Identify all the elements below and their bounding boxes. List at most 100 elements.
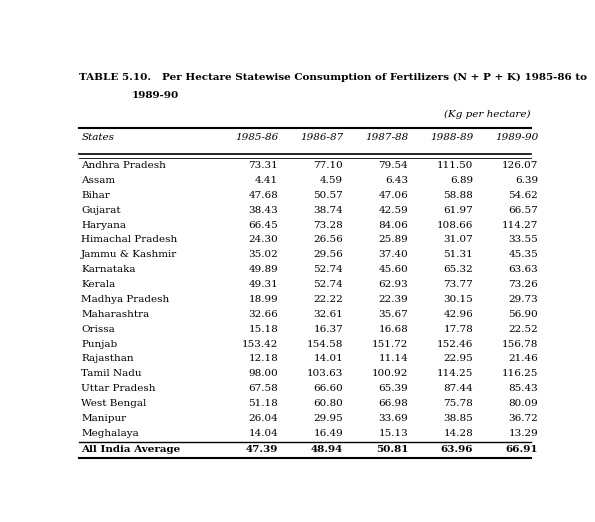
Text: Punjab: Punjab <box>82 340 118 349</box>
Text: 35.67: 35.67 <box>378 310 408 319</box>
Text: 84.06: 84.06 <box>378 221 408 230</box>
Text: 75.78: 75.78 <box>443 399 473 408</box>
Text: 35.02: 35.02 <box>249 251 278 259</box>
Text: 22.22: 22.22 <box>314 295 343 304</box>
Text: 126.07: 126.07 <box>502 161 538 170</box>
Text: 33.55: 33.55 <box>509 235 538 244</box>
Text: 50.81: 50.81 <box>375 445 408 454</box>
Text: Karnataka: Karnataka <box>82 265 136 274</box>
Text: 51.18: 51.18 <box>249 399 278 408</box>
Text: 49.89: 49.89 <box>249 265 278 274</box>
Text: Manipur: Manipur <box>82 414 126 423</box>
Text: 42.96: 42.96 <box>443 310 473 319</box>
Text: Haryana: Haryana <box>82 221 126 230</box>
Text: 6.89: 6.89 <box>450 176 473 185</box>
Text: 50.57: 50.57 <box>314 191 343 200</box>
Text: 152.46: 152.46 <box>437 340 473 349</box>
Text: 108.66: 108.66 <box>437 221 473 230</box>
Text: 32.66: 32.66 <box>249 310 278 319</box>
Text: 48.94: 48.94 <box>311 445 343 454</box>
Text: 60.80: 60.80 <box>314 399 343 408</box>
Text: 156.78: 156.78 <box>502 340 538 349</box>
Text: 73.26: 73.26 <box>509 280 538 289</box>
Text: 22.95: 22.95 <box>443 354 473 363</box>
Text: 63.96: 63.96 <box>441 445 473 454</box>
Text: 52.74: 52.74 <box>314 280 343 289</box>
Text: 17.78: 17.78 <box>443 325 473 334</box>
Text: 21.46: 21.46 <box>509 354 538 363</box>
Text: 65.39: 65.39 <box>378 384 408 393</box>
Text: 42.59: 42.59 <box>378 206 408 215</box>
Text: 49.31: 49.31 <box>249 280 278 289</box>
Text: 31.07: 31.07 <box>443 235 473 244</box>
Text: 116.25: 116.25 <box>502 370 538 378</box>
Text: 4.41: 4.41 <box>255 176 278 185</box>
Text: Kerala: Kerala <box>82 280 115 289</box>
Text: 26.04: 26.04 <box>249 414 278 423</box>
Text: 18.99: 18.99 <box>249 295 278 304</box>
Text: 114.27: 114.27 <box>502 221 538 230</box>
Text: All India Average: All India Average <box>82 445 180 454</box>
Text: 1985-86: 1985-86 <box>235 133 278 142</box>
Text: Madhya Pradesh: Madhya Pradesh <box>82 295 170 304</box>
Text: States: States <box>82 133 114 142</box>
Text: 73.28: 73.28 <box>314 221 343 230</box>
Text: Bihar: Bihar <box>82 191 110 200</box>
Text: 47.06: 47.06 <box>378 191 408 200</box>
Text: 66.45: 66.45 <box>249 221 278 230</box>
Text: Rajasthan: Rajasthan <box>82 354 134 363</box>
Text: 29.56: 29.56 <box>314 251 343 259</box>
Text: Orissa: Orissa <box>82 325 115 334</box>
Text: 14.01: 14.01 <box>314 354 343 363</box>
Text: 38.85: 38.85 <box>443 414 473 423</box>
Text: TABLE 5.10.   Per Hectare Statewise Consumption of Fertilizers (N + P + K) 1985-: TABLE 5.10. Per Hectare Statewise Consum… <box>79 73 587 82</box>
Text: 87.44: 87.44 <box>443 384 473 393</box>
Text: 47.39: 47.39 <box>246 445 278 454</box>
Text: 33.69: 33.69 <box>378 414 408 423</box>
Text: 29.73: 29.73 <box>509 295 538 304</box>
Text: 1987-88: 1987-88 <box>365 133 408 142</box>
Text: 63.63: 63.63 <box>509 265 538 274</box>
Text: West Bengal: West Bengal <box>82 399 146 408</box>
Text: Gujarat: Gujarat <box>82 206 121 215</box>
Text: 66.60: 66.60 <box>314 384 343 393</box>
Text: 22.39: 22.39 <box>378 295 408 304</box>
Text: 51.31: 51.31 <box>443 251 473 259</box>
Text: 14.28: 14.28 <box>443 429 473 438</box>
Text: 26.56: 26.56 <box>314 235 343 244</box>
Text: 67.58: 67.58 <box>249 384 278 393</box>
Text: 6.39: 6.39 <box>515 176 538 185</box>
Text: 58.88: 58.88 <box>443 191 473 200</box>
Text: 54.62: 54.62 <box>509 191 538 200</box>
Text: 98.00: 98.00 <box>249 370 278 378</box>
Text: 29.95: 29.95 <box>314 414 343 423</box>
Text: 38.74: 38.74 <box>314 206 343 215</box>
Text: 77.10: 77.10 <box>314 161 343 170</box>
Text: 1988-89: 1988-89 <box>430 133 473 142</box>
Text: 85.43: 85.43 <box>509 384 538 393</box>
Text: 62.93: 62.93 <box>378 280 408 289</box>
Text: 4.59: 4.59 <box>320 176 343 185</box>
Text: 56.90: 56.90 <box>509 310 538 319</box>
Text: 73.77: 73.77 <box>443 280 473 289</box>
Text: Meghalaya: Meghalaya <box>82 429 139 438</box>
Text: Andhra Pradesh: Andhra Pradesh <box>82 161 166 170</box>
Text: 6.43: 6.43 <box>385 176 408 185</box>
Text: 65.32: 65.32 <box>443 265 473 274</box>
Text: 61.97: 61.97 <box>443 206 473 215</box>
Text: 45.35: 45.35 <box>509 251 538 259</box>
Text: 1986-87: 1986-87 <box>300 133 343 142</box>
Text: 111.50: 111.50 <box>437 161 473 170</box>
Text: 30.15: 30.15 <box>443 295 473 304</box>
Text: 66.91: 66.91 <box>506 445 538 454</box>
Text: Jammu & Kashmir: Jammu & Kashmir <box>82 251 177 259</box>
Text: 14.04: 14.04 <box>249 429 278 438</box>
Text: 52.74: 52.74 <box>314 265 343 274</box>
Text: 12.18: 12.18 <box>249 354 278 363</box>
Text: Uttar Pradesh: Uttar Pradesh <box>82 384 156 393</box>
Text: 1989-90: 1989-90 <box>132 91 179 100</box>
Text: 154.58: 154.58 <box>307 340 343 349</box>
Text: 16.37: 16.37 <box>314 325 343 334</box>
Text: 38.43: 38.43 <box>249 206 278 215</box>
Text: 15.18: 15.18 <box>249 325 278 334</box>
